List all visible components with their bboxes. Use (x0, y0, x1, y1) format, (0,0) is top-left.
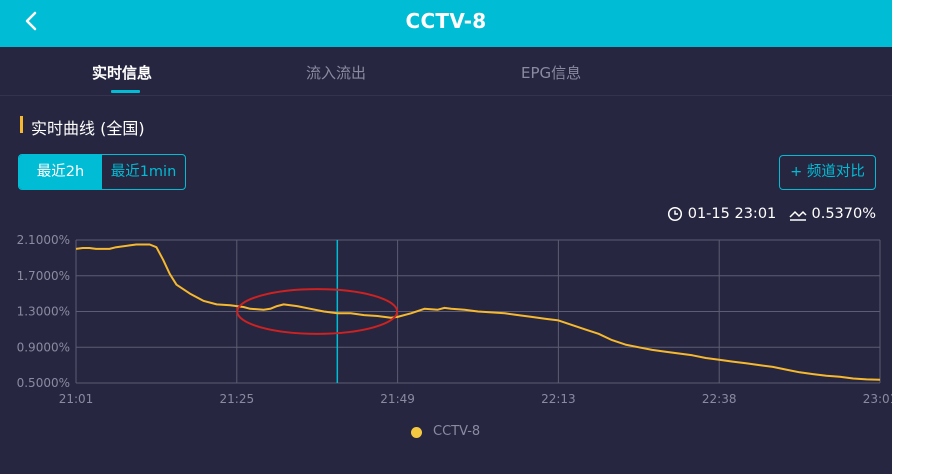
reading-value: 0.5370% (811, 206, 876, 222)
app-window: CCTV-8 实时信息 流入流出 EPG信息 实时曲线 (全国) 最近2h 最近… (0, 0, 892, 474)
range-2h-button[interactable]: 最近2h (19, 155, 102, 189)
active-tab-indicator (111, 90, 140, 93)
chevron-left-icon (25, 11, 37, 31)
section-accent-bar (20, 116, 23, 133)
back-button[interactable] (18, 8, 48, 38)
legend-label: CCTV-8 (433, 424, 481, 439)
current-reading: 01-15 23:01 0.5370% (667, 206, 876, 226)
header-bar: CCTV-8 (0, 0, 892, 47)
x-tick-label: 21:49 (380, 392, 415, 406)
tab-bar: 实时信息 流入流出 EPG信息 (0, 47, 892, 96)
x-tick-label: 22:13 (541, 392, 576, 406)
trend-icon (789, 210, 807, 221)
realtime-line-chart: 2.1000% 1.7000% 1.3000% 0.9000% 0.5000% 21:01… (17, 233, 892, 406)
reading-time: 01-15 23:01 (687, 206, 777, 222)
clock-icon (668, 206, 683, 222)
tab-epg-info[interactable]: EPG信息 (521, 64, 582, 82)
annotation-ellipse (236, 288, 399, 335)
x-tick-label: 21:01 (59, 392, 94, 406)
channel-compare-button[interactable]: + 频道对比 (779, 155, 876, 190)
y-tick-label: 0.5000% (17, 376, 70, 390)
x-tick-label: 23:01 (863, 392, 892, 406)
y-tick-label: 1.3000% (17, 305, 70, 319)
section-title: 实时曲线 (全国) (31, 119, 145, 138)
page-title: CCTV-8 (405, 9, 487, 33)
y-tick-label: 2.1000% (17, 233, 70, 247)
tab-inflow-outflow[interactable]: 流入流出 (306, 64, 367, 82)
y-tick-label: 1.7000% (17, 269, 70, 283)
window-edge (892, 0, 927, 474)
x-tick-label: 22:38 (702, 392, 737, 406)
time-range-toggle: 最近2h 最近1min (18, 154, 186, 190)
x-tick-label: 21:25 (220, 392, 255, 406)
y-tick-label: 0.9000% (17, 340, 70, 354)
range-1min-button[interactable]: 最近1min (110, 164, 177, 180)
tab-realtime-info[interactable]: 实时信息 (92, 64, 153, 82)
legend-swatch (411, 427, 422, 438)
series-line-cctv8 (75, 243, 881, 381)
